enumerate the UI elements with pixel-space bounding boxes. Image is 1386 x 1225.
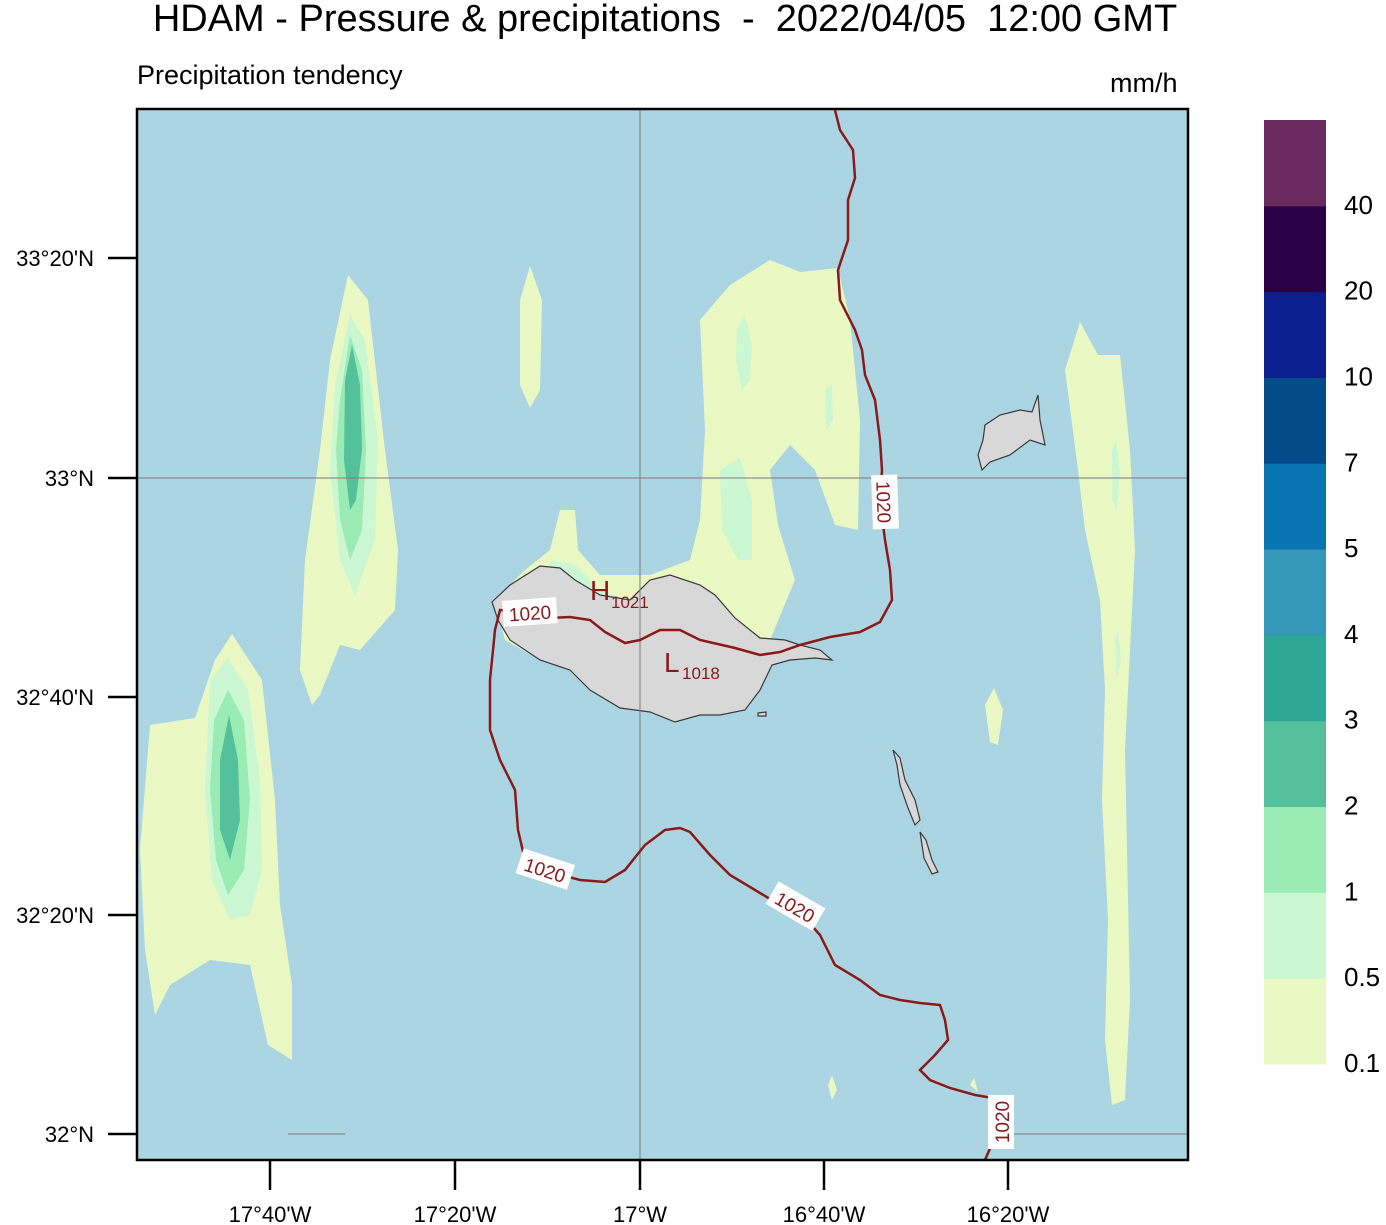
latitude-label: 33°20'N xyxy=(16,246,94,271)
legend-label: 3 xyxy=(1344,705,1358,735)
isobar-label: 1020 xyxy=(502,597,558,627)
legend-label: 10 xyxy=(1344,361,1373,391)
precip-area xyxy=(970,1078,978,1092)
precipitation-legend: 0.1 0.5 1 2 3 4 5 7 10 20 40 xyxy=(1264,120,1380,1078)
latitude-label: 32°N xyxy=(45,1122,94,1147)
precip-area xyxy=(985,688,1003,745)
longitude-axis xyxy=(268,1160,1010,1190)
legend-swatch xyxy=(1264,120,1326,207)
legend-label: 20 xyxy=(1344,276,1373,306)
legend-unit: mm/h xyxy=(1110,68,1178,98)
madeira-island xyxy=(491,565,834,723)
legend-swatch xyxy=(1264,720,1326,808)
precip-area xyxy=(736,315,752,390)
legend-label: 1 xyxy=(1344,876,1358,906)
isobar-label: 1020 xyxy=(871,474,899,530)
low-pressure-symbol: L xyxy=(664,647,680,678)
porto-santo-island xyxy=(977,394,1046,472)
map-frame xyxy=(135,107,1190,1162)
legend-swatch xyxy=(1264,377,1326,464)
precip-area xyxy=(720,458,752,560)
desertas-islands xyxy=(919,831,939,875)
isobar-label-text: 1020 xyxy=(993,1101,1014,1143)
longitude-label: 17°20'W xyxy=(414,1202,497,1225)
latitude-label: 32°40'N xyxy=(16,685,94,710)
high-pressure-value: 1021 xyxy=(611,593,649,612)
longitude-label: 16°20'W xyxy=(967,1202,1050,1225)
high-pressure-center: H 1021 xyxy=(590,575,649,612)
isobar-label: 1020 xyxy=(515,848,576,890)
precip-area xyxy=(520,266,542,408)
legend-swatch xyxy=(1264,205,1326,293)
legend-swatch xyxy=(1264,806,1326,893)
legend-label: 5 xyxy=(1344,533,1358,563)
precip-area xyxy=(220,715,240,860)
precipitation-field: 1020 1020 1020 1020 1020 H 1021 L 1018 xyxy=(137,109,1188,1160)
latitude-label: 33°N xyxy=(45,466,94,491)
longitude-label: 17°40'W xyxy=(229,1202,312,1225)
low-pressure-value: 1018 xyxy=(682,664,720,683)
precip-area xyxy=(1112,440,1120,510)
legend-swatch xyxy=(1264,463,1326,550)
isobar-label-text: 1020 xyxy=(508,603,552,627)
precip-area xyxy=(344,345,362,510)
legend-label: 40 xyxy=(1344,190,1373,220)
precip-area xyxy=(828,1075,837,1100)
legend-label: 0.5 xyxy=(1344,962,1380,992)
legend-label: 7 xyxy=(1344,447,1358,477)
map-title: HDAM - Pressure & precipitations - 2022/… xyxy=(152,0,1178,40)
precip-area xyxy=(495,260,860,670)
latitude-axis xyxy=(108,256,137,1136)
islet xyxy=(757,711,767,717)
high-pressure-symbol: H xyxy=(590,575,610,606)
legend-swatch xyxy=(1264,291,1326,378)
legend-swatch xyxy=(1264,634,1326,722)
isobar-label: 1020 xyxy=(988,1095,1014,1149)
latitude-label: 32°20'N xyxy=(16,903,94,928)
longitude-label: 16°40'W xyxy=(783,1202,866,1225)
legend-label: 4 xyxy=(1344,619,1358,649)
legend-label: 2 xyxy=(1344,791,1358,821)
desertas-islands xyxy=(892,749,921,827)
precip-area xyxy=(1065,322,1135,1105)
precip-area xyxy=(825,385,833,430)
map-subtitle: Precipitation tendency xyxy=(137,60,403,90)
legend-swatch xyxy=(1264,549,1326,636)
longitude-label: 17°W xyxy=(613,1202,667,1225)
legend-label: 0.1 xyxy=(1344,1048,1380,1078)
graticule xyxy=(137,109,1188,1160)
legend-swatch xyxy=(1264,892,1326,979)
isobar-lines xyxy=(488,109,1007,1160)
isobar-label-text: 1020 xyxy=(871,481,893,524)
precip-area xyxy=(1115,630,1121,680)
legend-swatch xyxy=(1264,978,1326,1065)
low-pressure-center: L 1018 xyxy=(664,647,720,683)
